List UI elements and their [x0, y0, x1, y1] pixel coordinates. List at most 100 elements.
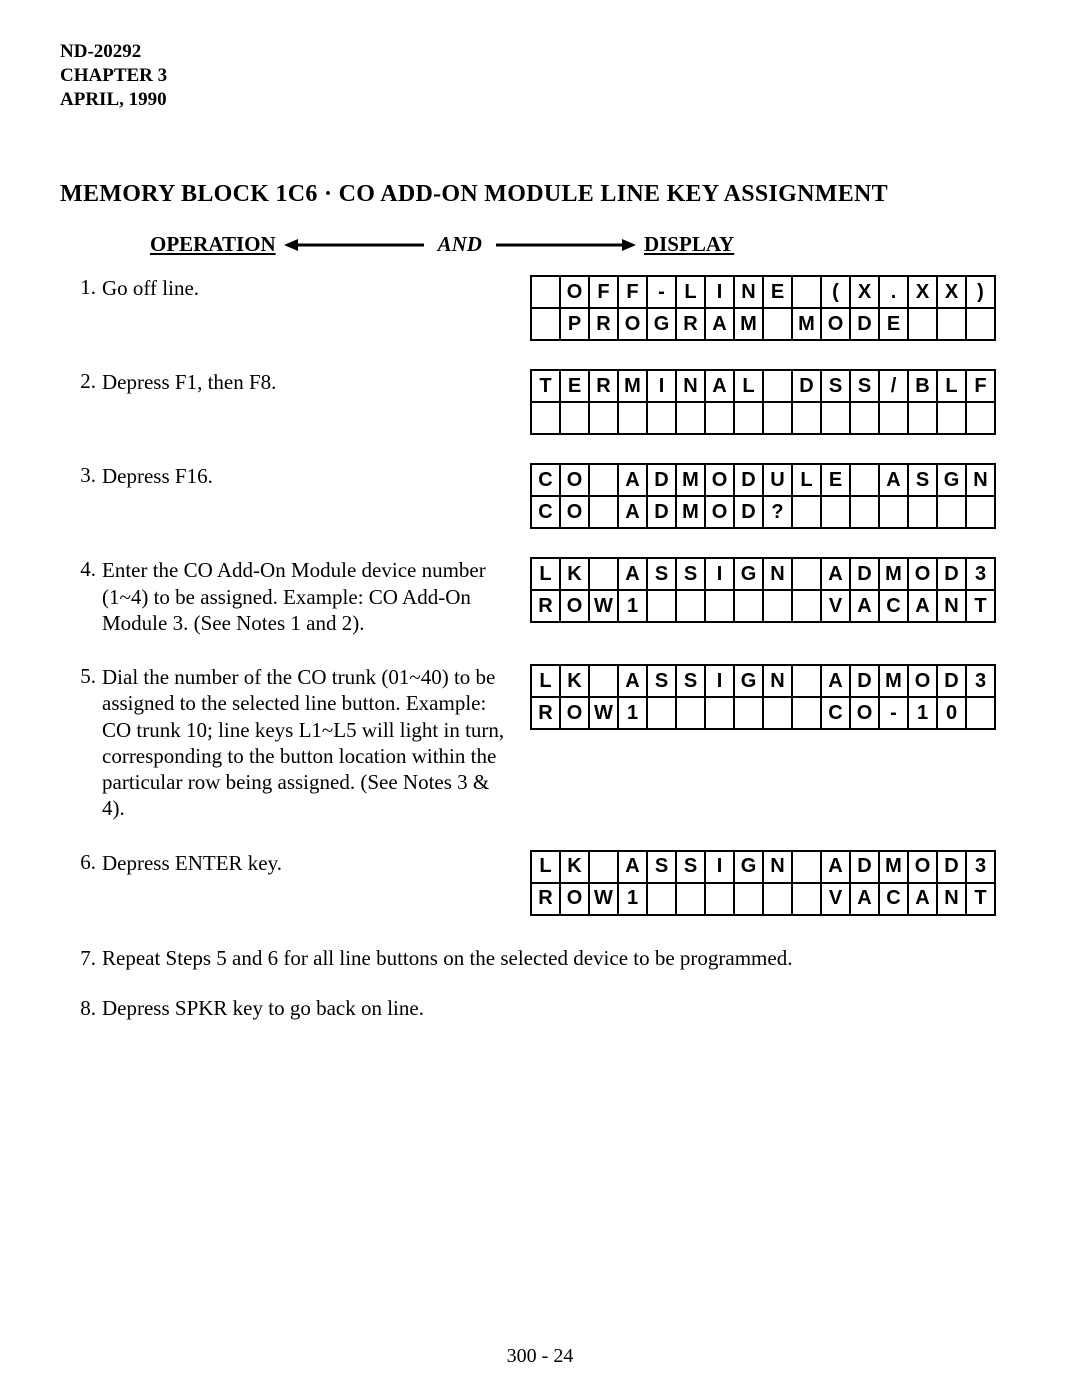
display-cell: 1	[908, 697, 937, 729]
display-row: ROW1 VACANT	[530, 589, 996, 623]
display-cell	[647, 402, 676, 434]
display-cell: F	[618, 276, 647, 308]
display-cell: S	[908, 464, 937, 496]
display-cell: O	[908, 665, 937, 697]
display-cell	[531, 308, 560, 340]
display-cell	[763, 370, 792, 402]
display-cell	[850, 464, 879, 496]
display-cell: W	[589, 697, 618, 729]
display-cell: A	[618, 464, 647, 496]
display-cell	[763, 590, 792, 622]
display-cell: E	[763, 276, 792, 308]
display-cell	[792, 496, 821, 528]
display-cell: S	[821, 370, 850, 402]
display-cell: A	[618, 665, 647, 697]
display-cell: B	[908, 370, 937, 402]
step-number: 5.	[60, 664, 102, 689]
display-cell: X	[937, 276, 966, 308]
display-cell	[589, 665, 618, 697]
display-cell	[734, 402, 763, 434]
doc-id: ND-20292	[60, 40, 1010, 64]
display-cell: I	[705, 665, 734, 697]
display-cell	[879, 402, 908, 434]
display-cell: A	[821, 851, 850, 883]
display-cell	[908, 308, 937, 340]
display-cell: D	[647, 496, 676, 528]
display-cell	[618, 402, 647, 434]
display-label: DISPLAY	[644, 232, 734, 257]
display-cell: G	[734, 558, 763, 590]
display-cell: N	[763, 665, 792, 697]
display-cell: L	[676, 276, 705, 308]
display-cell: M	[879, 851, 908, 883]
display-cell: D	[850, 558, 879, 590]
display-cell: D	[937, 665, 966, 697]
display-cell: L	[531, 558, 560, 590]
display-cell: M	[792, 308, 821, 340]
display-row: OFF-LINE (X.XX)	[530, 275, 996, 309]
display-cell	[937, 308, 966, 340]
display-cell: X	[850, 276, 879, 308]
display-cell: O	[560, 697, 589, 729]
chapter: CHAPTER 3	[60, 64, 1010, 88]
display-cell: C	[531, 464, 560, 496]
display-cell	[531, 402, 560, 434]
display-grid: OFF-LINE (X.XX) PROGRAM MODE	[530, 275, 1010, 341]
display-row: LK ASSIGN ADMOD3	[530, 557, 996, 591]
step-text: Depress F1, then F8.	[102, 369, 530, 395]
display-cell: )	[966, 276, 995, 308]
display-cell: T	[531, 370, 560, 402]
display-cell: P	[560, 308, 589, 340]
display-cell	[792, 558, 821, 590]
display-cell: M	[618, 370, 647, 402]
page-number: 300 - 24	[0, 1345, 1080, 1368]
display-grid: LK ASSIGN ADMOD3ROW1 CO-10	[530, 664, 1010, 730]
step-row: 1.Go off line. OFF-LINE (X.XX) PROGRAM M…	[60, 275, 1010, 341]
display-cell	[937, 402, 966, 434]
display-cell: 3	[966, 851, 995, 883]
display-cell: U	[763, 464, 792, 496]
display-cell	[850, 402, 879, 434]
display-cell	[705, 883, 734, 915]
display-cell: C	[879, 883, 908, 915]
display-cell: T	[966, 590, 995, 622]
display-cell: A	[908, 883, 937, 915]
display-cell: A	[908, 590, 937, 622]
display-cell	[792, 590, 821, 622]
display-cell: S	[676, 665, 705, 697]
display-cell	[647, 590, 676, 622]
display-cell: N	[966, 464, 995, 496]
display-cell: C	[821, 697, 850, 729]
display-cell: A	[879, 464, 908, 496]
display-cell: C	[531, 496, 560, 528]
display-row: ROW1 VACANT	[530, 882, 996, 916]
display-grid: CO ADMODULE ASGNCO ADMOD?	[530, 463, 1010, 529]
display-cell	[676, 402, 705, 434]
step-number: 1.	[60, 275, 102, 300]
display-cell: I	[705, 276, 734, 308]
display-cell	[676, 883, 705, 915]
display-cell: S	[647, 851, 676, 883]
step-text: Repeat Steps 5 and 6 for all line button…	[102, 944, 792, 972]
display-cell: M	[676, 464, 705, 496]
display-cell: 3	[966, 665, 995, 697]
display-cell: R	[676, 308, 705, 340]
display-cell: D	[937, 558, 966, 590]
display-cell: V	[821, 883, 850, 915]
display-cell: L	[792, 464, 821, 496]
display-cell	[676, 590, 705, 622]
display-cell	[879, 496, 908, 528]
date: APRIL, 1990	[60, 88, 1010, 112]
display-cell: O	[821, 308, 850, 340]
display-row	[530, 401, 996, 435]
display-cell: N	[763, 851, 792, 883]
display-cell: /	[879, 370, 908, 402]
step-row: 5.Dial the number of the CO trunk (01~40…	[60, 664, 1010, 822]
page-title: MEMORY BLOCK 1C6 · CO ADD-ON MODULE LINE…	[60, 181, 1010, 208]
display-cell: N	[676, 370, 705, 402]
display-cell: D	[850, 308, 879, 340]
display-row: LK ASSIGN ADMOD3	[530, 850, 996, 884]
display-cell: -	[647, 276, 676, 308]
display-cell: G	[734, 851, 763, 883]
display-cell: K	[560, 558, 589, 590]
